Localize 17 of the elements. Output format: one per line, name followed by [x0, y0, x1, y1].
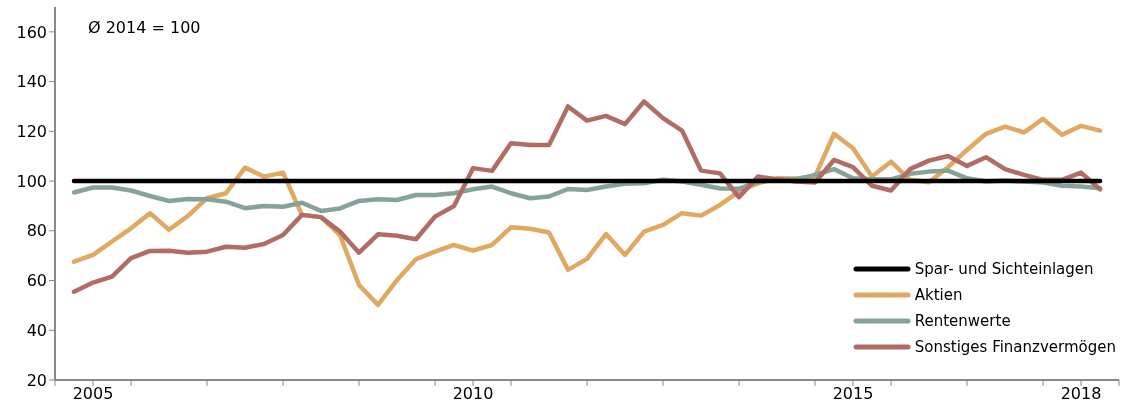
y-tick-label: 100: [16, 171, 47, 191]
y-tick-label: 120: [16, 122, 47, 142]
x-tick-label: 2010: [452, 384, 494, 404]
x-tick-label: 2015: [832, 384, 874, 404]
y-tick-label: 60: [26, 271, 47, 291]
x-tick-label: 2018: [1060, 384, 1102, 404]
y-tick-label: 80: [26, 221, 47, 241]
x-tick-label: 2005: [72, 384, 114, 404]
legend-label: Sonstiges Finanzvermögen: [914, 337, 1116, 358]
y-tick-label: 140: [16, 72, 47, 92]
legend-label: Aktien: [914, 285, 963, 306]
y-tick-label: 40: [26, 320, 47, 340]
y-tick-label: 160: [16, 22, 47, 42]
annotation: Ø 2014 = 100: [88, 18, 201, 37]
legend-label: Spar- und Sichteinlagen: [914, 259, 1094, 280]
legend-label: Rentenwerte: [914, 311, 1011, 332]
y-tick-label: 20: [26, 370, 47, 390]
